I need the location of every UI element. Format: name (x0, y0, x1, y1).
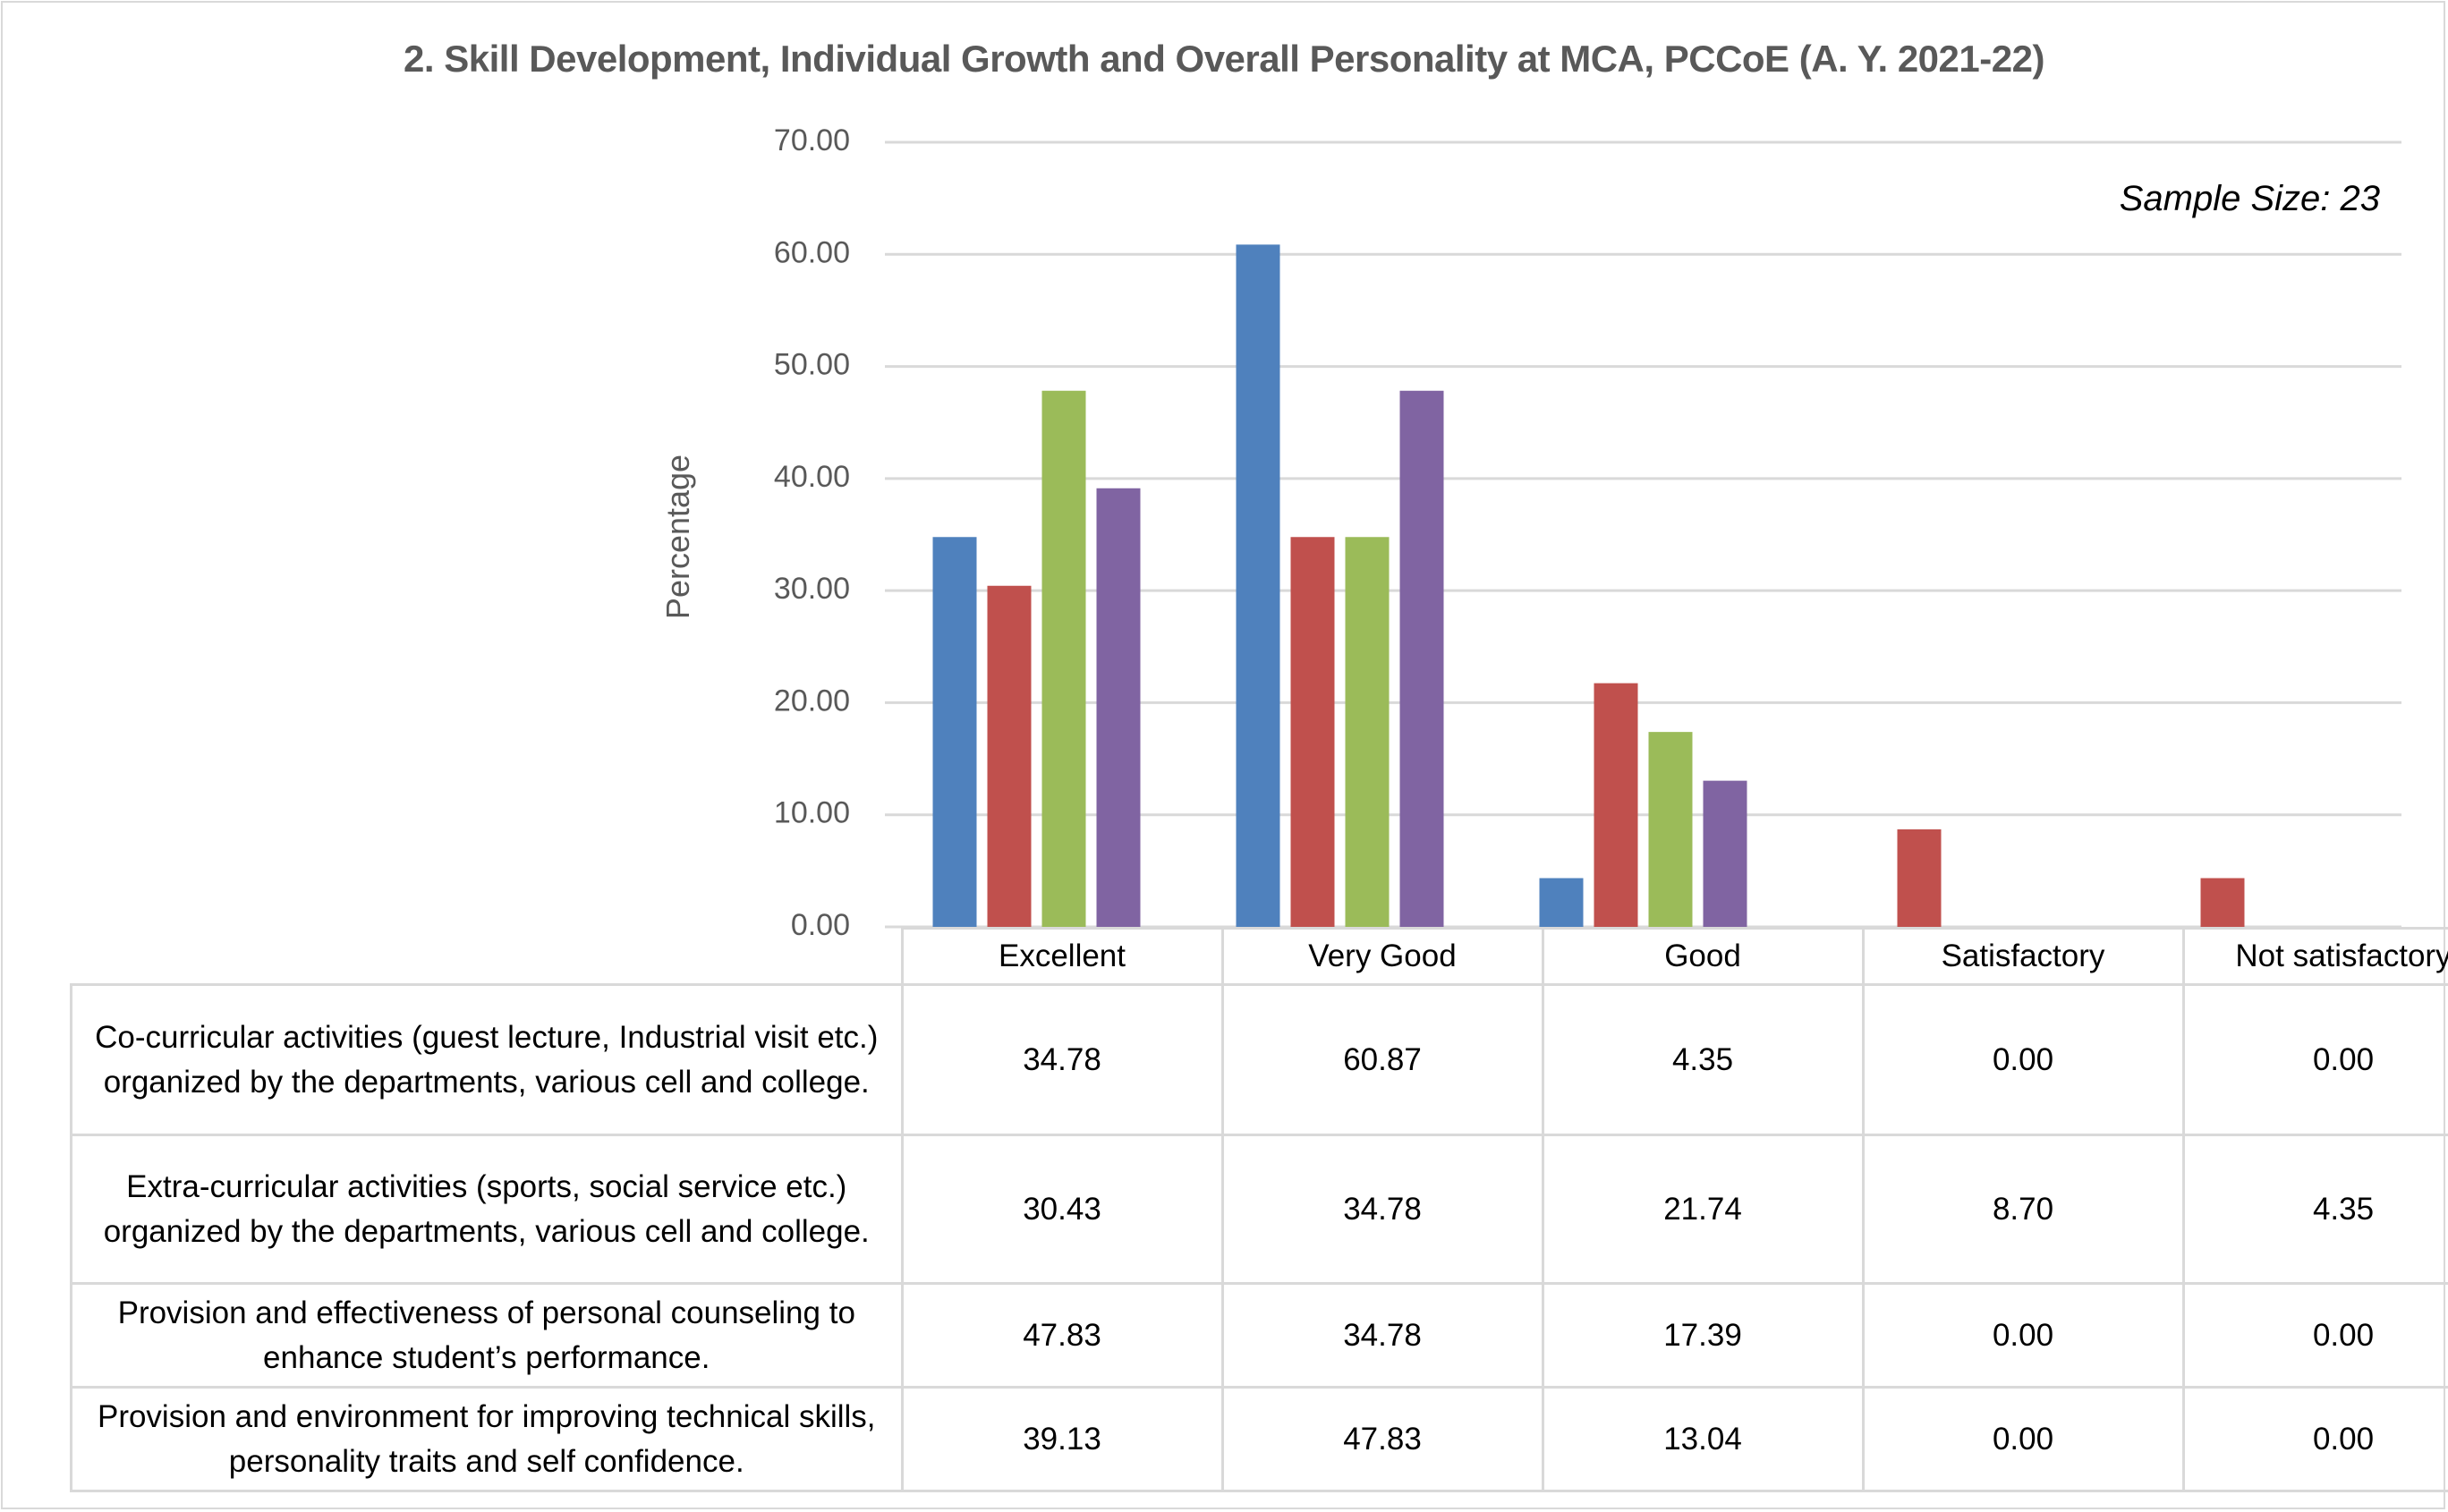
table-value-cell: 34.78 (1220, 1282, 1544, 1389)
table-value-cell: 4.35 (1541, 983, 1865, 1136)
table-header-row: Excellent Very Good Good Satisfactory Not sa… (71, 927, 2448, 986)
y-tick-label: 50.00 (774, 348, 850, 382)
table-value-cell: 47.83 (900, 1282, 1224, 1389)
table-value-cell: 34.78 (900, 983, 1224, 1136)
sample-size-annotation: Sample Size: 23 (2119, 179, 2380, 218)
table-row: Extra-curricular activities (sports, soc… (70, 1134, 2448, 1285)
bar-series3-good (1648, 732, 1693, 927)
y-tick-label: 60.00 (774, 235, 850, 269)
table-value-cell: 0.00 (1861, 1282, 2185, 1389)
bar-series1-good (1539, 878, 1584, 927)
y-tick-label: 30.00 (774, 572, 850, 606)
category-label: Not satisfactory (2181, 927, 2448, 986)
table-value-cell: 34.78 (1220, 1134, 1544, 1285)
bar-series1-very-good (1236, 244, 1280, 927)
bar-series4-good (1703, 780, 1747, 927)
table-value-cell: 0.00 (2181, 1386, 2448, 1492)
bar-series1-excellent (932, 537, 977, 927)
table-row: Provision and effectiveness of personal … (70, 1282, 2448, 1389)
bar-series2-satisfactory (1897, 829, 1942, 927)
category-label: Good (1541, 927, 1865, 986)
table-value-cell: 0.00 (1861, 983, 2185, 1136)
table-value-cell: 39.13 (900, 1386, 1224, 1492)
table-row: Provision and environment for improving … (70, 1386, 2448, 1492)
y-tick-label: 10.00 (774, 796, 850, 830)
series-name: Extra-curricular activities (sports, soc… (70, 1134, 904, 1285)
bar-series2-excellent (987, 585, 1032, 927)
category-label: Very Good (1220, 927, 1544, 986)
bars (932, 244, 2245, 927)
bar-series4-very-good (1399, 390, 1444, 927)
table-row: Co-curricular activities (guest lecture,… (70, 983, 2448, 1136)
table-value-cell: 0.00 (2181, 1282, 2448, 1389)
category-label: Satisfactory (1861, 927, 2185, 986)
table-value-cell: 0.00 (1861, 1386, 2185, 1492)
bar-series4-excellent (1096, 488, 1141, 927)
bar-series2-good (1594, 683, 1638, 927)
table-value-cell: 8.70 (1861, 1134, 2185, 1285)
bar-series2-not-satisfactory (2200, 878, 2245, 927)
y-tick-label: 20.00 (774, 684, 850, 718)
y-tick-label: 70.00 (774, 123, 850, 157)
data-table: Excellent Very Good Good Satisfactory Not sa… (70, 927, 2448, 1492)
series-name: Co-curricular activities (guest lecture,… (70, 983, 904, 1136)
bar-series3-excellent (1041, 390, 1086, 927)
bar-series3-very-good (1345, 537, 1390, 927)
bar-series2-very-good (1290, 537, 1335, 927)
table-value-cell: 47.83 (1220, 1386, 1544, 1492)
series-name: Provision and environment for improving … (70, 1386, 904, 1492)
table-value-cell: 30.43 (900, 1134, 1224, 1285)
table-value-cell: 60.87 (1220, 983, 1544, 1136)
table-value-cell: 4.35 (2181, 1134, 2448, 1285)
y-tick-label: 40.00 (774, 460, 850, 494)
table-value-cell: 13.04 (1541, 1386, 1865, 1492)
category-label: Excellent (900, 927, 1224, 986)
series-name: Provision and effectiveness of personal … (70, 1282, 904, 1389)
table-value-cell: 0.00 (2181, 983, 2448, 1136)
table-corner-blank (71, 928, 904, 986)
table-value-cell: 21.74 (1541, 1134, 1865, 1285)
chart-title: 2. Skill Development, Individual Growth … (404, 38, 2044, 80)
table-value-cell: 17.39 (1541, 1282, 1865, 1389)
